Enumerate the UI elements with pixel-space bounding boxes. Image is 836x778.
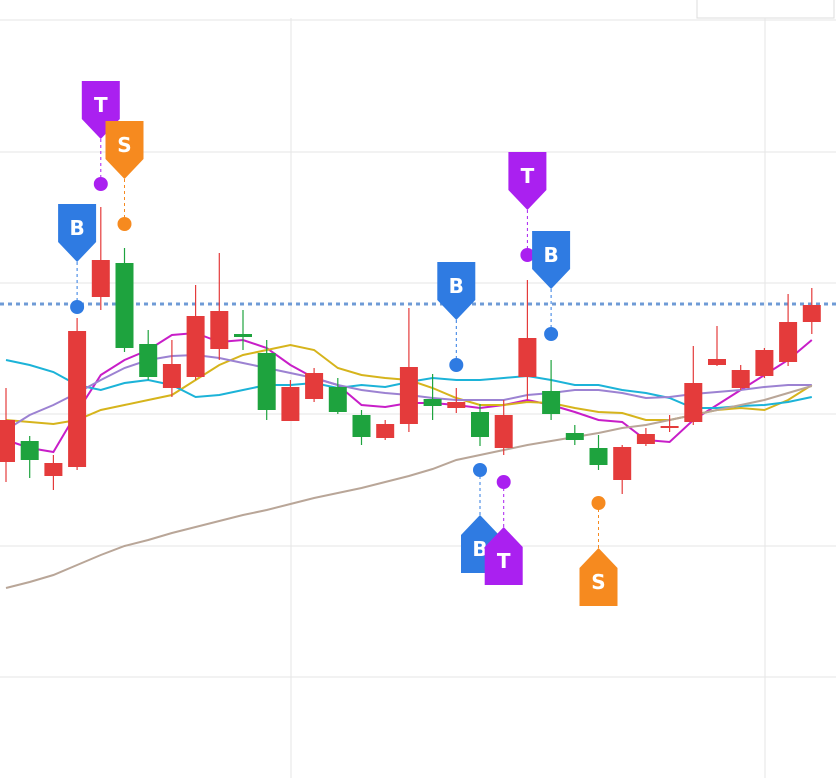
candle-body	[352, 415, 371, 437]
signal-dot	[520, 248, 535, 262]
signal-dot	[70, 300, 85, 314]
signal-tag	[437, 262, 476, 320]
candle-body	[0, 420, 15, 462]
signal-tag	[532, 231, 571, 289]
candle-body	[731, 370, 750, 388]
candle-body	[91, 260, 110, 297]
signal-dot	[449, 358, 464, 372]
candle-body	[20, 441, 39, 460]
candle-body	[234, 334, 252, 337]
candle-body	[494, 415, 513, 448]
signal-label: T	[94, 93, 108, 117]
candle-body	[684, 383, 703, 422]
candle-body	[44, 463, 63, 476]
signal-label: S	[117, 133, 131, 157]
signal-tag	[484, 527, 523, 585]
signal-label: T	[497, 549, 511, 573]
signal-tag	[579, 548, 618, 606]
candle-body	[210, 311, 229, 349]
signal-tag	[508, 152, 547, 210]
candle-body	[542, 391, 561, 414]
candle-body	[139, 344, 158, 377]
signal-label: B	[543, 243, 558, 267]
candle-body	[305, 373, 324, 399]
signal-tag	[105, 121, 144, 179]
candle-body	[636, 434, 655, 444]
candle-body	[613, 447, 632, 480]
candle-body	[399, 367, 418, 424]
candles	[0, 207, 821, 494]
candle-body	[376, 424, 395, 438]
signal-dot	[93, 177, 108, 191]
signal-label: B	[472, 537, 487, 561]
signal-label: B	[69, 216, 84, 240]
signal-dot	[473, 463, 487, 477]
candle-body	[708, 359, 726, 365]
candle-body	[115, 263, 134, 348]
signal-label: B	[449, 274, 464, 298]
candle-body	[802, 305, 821, 322]
candle-body	[186, 316, 205, 377]
ma-line	[5, 385, 813, 589]
candle-body	[257, 353, 276, 410]
candle-body	[755, 350, 774, 376]
candle-body	[328, 387, 347, 412]
signal-dot	[591, 496, 606, 510]
signal-label: S	[591, 570, 605, 594]
candle-body	[281, 387, 300, 421]
grid	[0, 19, 836, 678]
candle-body	[471, 412, 489, 437]
candle-body	[660, 426, 679, 428]
candle-body	[589, 448, 608, 465]
candle-body	[68, 331, 87, 467]
signal-dot	[496, 475, 511, 489]
candle-body	[447, 402, 466, 408]
header-box	[696, 0, 835, 19]
signal-dot	[117, 217, 132, 231]
candle-body	[162, 364, 181, 388]
candle-body	[518, 338, 537, 377]
candle-body	[779, 322, 798, 362]
signal-label: T	[521, 164, 535, 188]
candle-body	[565, 433, 584, 440]
candle-body	[423, 399, 442, 406]
signal-tag	[58, 204, 97, 262]
signal-dot	[544, 327, 559, 341]
